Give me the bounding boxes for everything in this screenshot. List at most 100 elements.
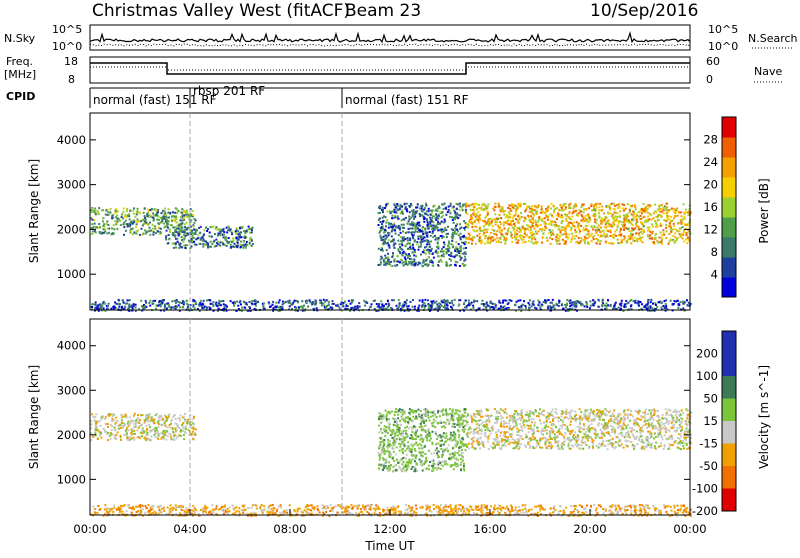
range-gate-cell [538, 204, 540, 206]
range-gate-cell [437, 306, 439, 308]
range-gate-cell [435, 420, 437, 422]
range-gate-cell [408, 231, 410, 233]
range-gate-cell [203, 229, 205, 231]
range-gate-cell [441, 261, 443, 263]
range-gate-cell [443, 256, 445, 258]
range-gate-cell [103, 301, 105, 303]
range-gate-cell [407, 237, 409, 239]
range-gate-cell [667, 219, 669, 221]
range-gate-cell [385, 216, 387, 218]
range-gate-cell [414, 460, 416, 462]
range-gate-cell [424, 236, 426, 238]
range-gate-cell [428, 450, 430, 452]
range-gate-cell [593, 238, 595, 240]
range-gate-cell [501, 233, 503, 235]
range-gate-cell [163, 223, 165, 225]
range-gate-cell [426, 224, 428, 226]
range-gate-cell [441, 221, 443, 223]
range-gate-cell [387, 300, 389, 302]
range-gate-cell [426, 439, 428, 441]
range-gate-cell [432, 467, 434, 469]
range-gate-cell [663, 209, 665, 211]
range-gate-cell [392, 211, 394, 213]
range-gate-cell [501, 206, 503, 208]
range-gate-cell [384, 425, 386, 427]
range-gate-cell [495, 221, 497, 223]
range-gate-cell [607, 225, 609, 227]
range-gate-cell [641, 303, 643, 305]
range-gate-cell [398, 250, 400, 252]
range-gate-cell [414, 251, 416, 253]
range-gate-cell [148, 424, 150, 426]
range-gate-cell [401, 219, 403, 221]
range-gate-cell [633, 228, 635, 230]
range-gate-cell [583, 227, 585, 229]
range-gate-cell [425, 260, 427, 262]
range-gate-cell [95, 421, 97, 423]
range-gate-cell [572, 224, 574, 226]
range-gate-cell [454, 227, 456, 229]
range-gate-cell [435, 217, 437, 219]
range-gate-cell [417, 444, 419, 446]
range-gate-cell [436, 303, 438, 305]
range-gate-cell [429, 217, 431, 219]
range-gate-cell [170, 433, 172, 435]
range-gate-cell [463, 463, 465, 465]
range-gate-cell [251, 231, 253, 233]
range-gate-cell [530, 221, 532, 223]
range-gate-cell [458, 436, 460, 438]
range-gate-cell [460, 461, 462, 463]
range-gate-cell [556, 243, 558, 245]
range-gate-cell [410, 203, 412, 205]
range-gate-cell [123, 234, 125, 236]
range-gate-cell [423, 209, 425, 211]
range-gate-cell [544, 299, 546, 301]
range-gate-cell [210, 303, 212, 305]
range-gate-cell [137, 219, 139, 221]
range-gate-cell [440, 251, 442, 253]
range-gate-cell [217, 235, 219, 237]
range-gate-cell [236, 301, 238, 303]
range-gate-cell [278, 306, 280, 308]
range-gate-cell [529, 232, 531, 234]
range-gate-cell [456, 248, 458, 250]
range-gate-cell [549, 237, 551, 239]
range-gate-cell [133, 213, 135, 215]
range-gate-cell [531, 210, 533, 212]
range-gate-cell [218, 304, 220, 306]
range-gate-cell [442, 301, 444, 303]
range-gate-cell [122, 425, 124, 427]
range-gate-cell [583, 211, 585, 213]
range-gate-cell [437, 223, 439, 225]
range-gate-cell [582, 204, 584, 206]
range-gate-cell [673, 217, 675, 219]
range-gate-cell [564, 233, 566, 235]
range-gate-cell [643, 225, 645, 227]
range-gate-cell [468, 233, 470, 235]
range-gate-cell [397, 261, 399, 263]
range-gate-cell [468, 304, 470, 306]
range-gate-cell [311, 303, 313, 305]
range-gate-cell [619, 210, 621, 212]
range-gate-cell [389, 247, 391, 249]
range-gate-cell [531, 238, 533, 240]
range-gate-cell [384, 308, 386, 310]
range-gate-cell [623, 218, 625, 220]
range-gate-cell [150, 419, 152, 421]
range-gate-cell [499, 238, 501, 240]
range-gate-cell [646, 209, 648, 211]
range-gate-cell [97, 429, 99, 431]
range-gate-cell [219, 301, 221, 303]
range-gate-cell [199, 232, 201, 234]
range-gate-cell [124, 424, 126, 426]
range-gate-cell [323, 299, 325, 301]
range-gate-cell [430, 221, 432, 223]
range-gate-cell [395, 233, 397, 235]
range-gate-cell [452, 304, 454, 306]
range-gate-cell [408, 216, 410, 218]
range-gate-cell [578, 228, 580, 230]
range-gate-cell [307, 306, 309, 308]
range-gate-cell [454, 218, 456, 220]
range-gate-cell [415, 212, 417, 214]
range-gate-cell [544, 217, 546, 219]
